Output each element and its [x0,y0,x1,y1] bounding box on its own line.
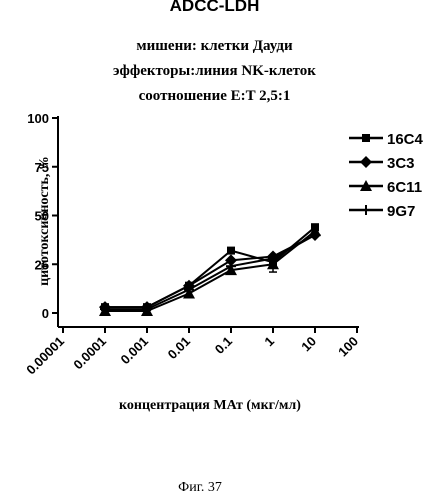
chart-title: ADCC-LDH [169,0,260,15]
x-tick-label: 0.1 [212,334,235,357]
x-tick-label: 0.0001 [70,334,109,373]
series-line-3c3 [105,234,316,309]
data-point-3c3 [225,254,237,267]
series-line-6c11 [105,230,316,313]
legend-marker-16c4 [362,134,370,142]
legend-label-16c4: 16C4 [387,131,424,148]
figure-caption: Фиг. 37 [178,480,222,495]
x-tick-label: 1 [261,334,277,350]
y-tick-label: 75 [35,160,49,175]
data-point-9g7 [268,253,278,264]
data-point-6c11 [267,258,279,270]
legend-marker-3c3 [360,156,372,168]
data-point-9g7 [184,284,194,295]
subtitle-targets: мишени: клетки Дауди [136,38,293,54]
y-tick-label: 0 [42,306,49,321]
x-tick-label: 10 [298,334,319,355]
y-tick-label: 25 [35,257,49,272]
data-point-9g7 [100,304,110,315]
x-tick-label: 0.00001 [23,334,67,378]
series-line-16c4 [105,226,316,309]
data-point-9g7 [310,230,320,240]
x-tick-label: 100 [335,334,361,360]
x-tick-label: 0.01 [165,334,194,363]
legend-marker-6c11 [360,180,372,191]
subtitle-ratio: соотношение E:T 2,5:1 [138,88,291,104]
series-line-9g7 [105,234,316,311]
subtitle-effectors: эффекторы:линия NK-клеток [113,63,316,79]
x-tick-label: 0.001 [118,334,152,368]
data-point-16c4 [227,246,235,255]
data-point-9g7 [142,304,152,315]
legend-label-3c3: 3C3 [387,155,415,172]
y-tick-label: 100 [27,111,49,126]
data-point-9g7 [226,261,236,272]
legend-marker-9g7 [361,205,371,215]
x-axis-label: концентрация МАт (мкг/мл) [119,398,301,413]
legend-label-9g7: 9G7 [387,203,415,220]
y-tick-label: 50 [35,209,49,224]
legend-label-6c11: 6C11 [387,179,422,196]
